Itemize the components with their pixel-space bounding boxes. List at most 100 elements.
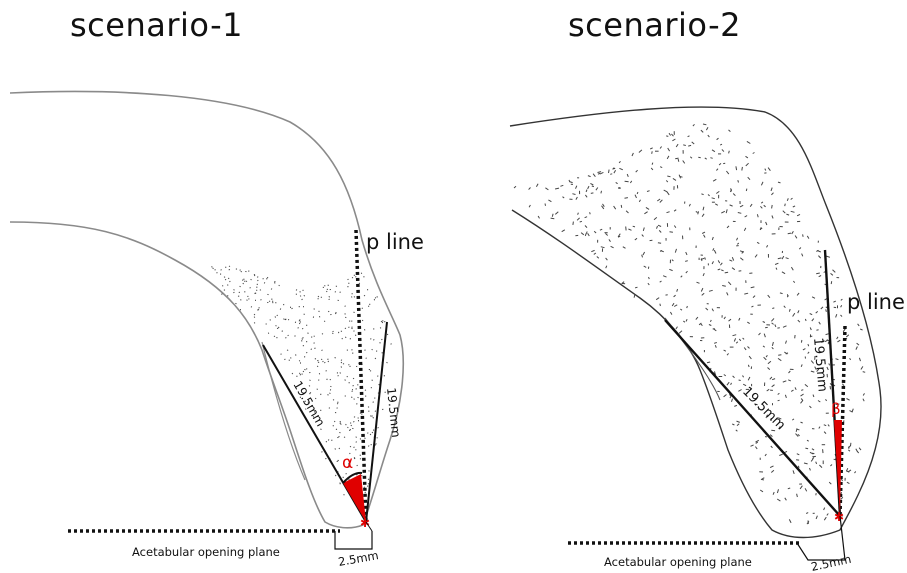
stipple-mark [766,245,769,248]
stipple-mark [657,224,662,227]
stipple-mark [685,318,688,322]
stipple-mark [622,246,626,249]
stipple-mark [770,469,775,473]
scenario-1-diagram: ✱ p line α 19.5mm 19.5mm Acetabular open… [9,90,424,569]
stipple-mark [675,326,678,330]
stipple-mark [360,272,363,275]
stipple-mark [560,184,564,187]
stipple-mark [826,255,831,258]
stipple-mark [738,338,742,342]
stipple-mark [675,143,679,148]
stipple-mark [744,215,748,218]
stipple-mark [316,365,319,368]
stipple-mark [308,385,311,387]
stipple-mark [840,496,844,500]
stipple-mark [692,123,695,127]
stipple-mark [755,446,758,450]
stipple-mark [733,338,737,342]
stipple-mark [823,431,827,434]
stipple-mark [572,193,576,195]
stipple-mark [792,470,795,475]
stipple-mark [317,295,320,298]
stipple-mark [835,403,840,405]
stipple-mark [742,383,747,387]
stipple-mark [376,375,379,377]
stipple-mark [726,170,730,175]
stipple-mark [816,329,819,331]
stipple-mark [800,421,803,424]
stipple-mark [828,481,832,485]
stipple-mark [792,205,796,208]
stipple-mark [727,281,732,286]
stipple-mark [823,424,827,427]
stipple-mark [673,209,677,212]
stipple-mark [569,181,573,184]
stipple-mark [704,257,706,260]
stipple-mark [657,242,662,244]
stipple-mark [712,178,717,182]
stipple-mark [825,333,829,336]
stipple-mark [711,236,714,241]
stipple-mark [332,332,334,335]
stipple-mark [763,204,766,208]
stipple-mark [613,169,617,174]
stipple-mark [390,343,392,345]
stipple-mark [797,319,801,323]
stipple-mark [748,355,752,360]
stipple-mark [605,257,608,261]
stipple-mark [777,399,780,402]
stipple-mark [587,233,590,237]
stipple-mark [256,283,258,286]
stipple-mark [837,339,841,343]
stipple-mark [348,466,350,468]
stipple-mark [786,294,789,298]
stipple-mark [750,444,754,447]
stipple-mark [364,437,366,439]
stipple-mark [332,330,334,333]
scenario-1-offset-label: 2.5mm [337,548,380,569]
stipple-mark [344,336,347,339]
stipple-mark [711,261,714,265]
stipple-mark [845,467,849,472]
stipple-mark [797,310,800,314]
stipple-mark [266,276,269,279]
stipple-mark [244,280,246,282]
stipple-mark [344,327,347,330]
stipple-mark [253,313,256,316]
stipple-mark [279,308,282,310]
stipple-mark [730,382,732,386]
stipple-mark [858,357,861,362]
stipple-mark [311,400,313,402]
scenario-2-angle-wedge [834,420,842,516]
stipple-mark [732,334,737,337]
stipple-mark [327,394,329,396]
stipple-mark [683,320,686,323]
stipple-mark [298,372,301,375]
stipple-mark [800,398,804,401]
stipple-mark [858,447,862,451]
stipple-mark [335,311,337,314]
stipple-mark [227,277,230,280]
stipple-mark [321,451,323,453]
stipple-mark [721,210,726,214]
scenario-2-p-line [838,325,847,517]
stipple-mark [860,366,864,370]
stipple-mark [802,234,804,237]
stipple-mark [363,329,366,331]
stipple-mark [584,233,587,237]
stipple-mark [587,175,591,178]
stipple-mark [764,453,767,457]
stipple-mark [349,445,352,448]
stipple-mark [799,485,803,490]
stipple-mark [769,465,774,469]
stipple-mark [350,424,353,427]
stipple-mark [641,254,643,258]
scenario-1-apex-marker: ✱ [360,516,370,530]
stipple-mark [707,134,710,138]
stipple-mark [221,293,223,295]
stipple-mark [340,361,343,364]
stipple-mark [351,390,353,393]
stipple-mark [714,345,717,348]
